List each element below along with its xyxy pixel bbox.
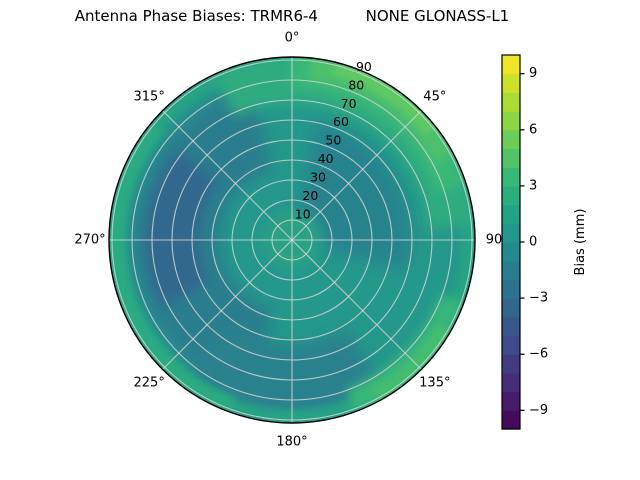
colorbar-segment bbox=[502, 298, 520, 318]
radial-labels: 10 20 30 40 50 60 70 80 90 bbox=[295, 59, 372, 222]
colorbar-segment bbox=[502, 372, 520, 393]
field-region-green-ne-outer-3 bbox=[308, 58, 454, 164]
radial-tick-label: 50 bbox=[325, 133, 341, 148]
colorbar-tick-label: 9 bbox=[529, 66, 537, 81]
colorbar-segment bbox=[502, 335, 520, 355]
grid-ray bbox=[291, 110, 422, 241]
colorbar-segment bbox=[502, 111, 520, 131]
field-region-green-ne-outer-4 bbox=[333, 62, 437, 136]
azimuth-label: 135° bbox=[419, 375, 450, 390]
radial-tick-label: 70 bbox=[341, 96, 357, 111]
azimuth-label: 225° bbox=[134, 375, 165, 390]
radial-tick-label: 90 bbox=[356, 59, 372, 74]
colorbar-segment bbox=[502, 55, 520, 75]
colorbar bbox=[501, 54, 521, 430]
colorbar-segment bbox=[502, 185, 520, 206]
radial-tick-label: 20 bbox=[302, 188, 318, 203]
colorbar-segment bbox=[502, 223, 520, 243]
colorbar-segment bbox=[502, 242, 520, 262]
field-region-dark-patch-ne bbox=[297, 122, 412, 272]
colorbar-segment bbox=[502, 354, 520, 374]
colorbar-tick-label: −6 bbox=[529, 347, 548, 362]
field-region-dark-core-west bbox=[145, 150, 218, 307]
azimuth-label: 180° bbox=[276, 435, 307, 450]
polar-grid bbox=[109, 57, 475, 423]
azimuth-label: 90 bbox=[486, 233, 503, 248]
colorbar-ticks: 9 6 3 0 −3 −6 −9 bbox=[520, 66, 548, 418]
field-region-green-left-edge bbox=[109, 122, 235, 412]
radial-tick-label: 10 bbox=[295, 207, 311, 222]
polar-border bbox=[108, 56, 476, 424]
colorbar-segment bbox=[502, 129, 520, 150]
colorbar-segment bbox=[502, 260, 520, 280]
radial-tick-label: 80 bbox=[348, 77, 364, 92]
azimuth-label: 315° bbox=[134, 90, 165, 105]
colorbar-segment bbox=[502, 204, 520, 224]
colorbar-segment bbox=[502, 316, 520, 337]
colorbar-tick-label: −3 bbox=[529, 291, 548, 306]
azimuth-label: 0° bbox=[285, 31, 300, 46]
colorbar-tick-label: 6 bbox=[529, 122, 537, 137]
chart-title: Antenna Phase Biases: TRMR6-4 NONE GLONA… bbox=[74, 7, 510, 25]
azimuth-label: 45° bbox=[423, 90, 446, 105]
colorbar-tick-label: 3 bbox=[529, 178, 537, 193]
grid-ray bbox=[162, 110, 293, 241]
colorbar-tick-label: 0 bbox=[529, 235, 537, 250]
colorbar-segment bbox=[502, 391, 520, 411]
colorbar-segment bbox=[502, 92, 520, 112]
grid-ray bbox=[162, 239, 293, 370]
colorbar-segment bbox=[502, 73, 520, 93]
radial-tick-label: 40 bbox=[318, 151, 334, 166]
radial-tick-label: 30 bbox=[310, 170, 326, 185]
colorbar-axis-label: Bias (mm) bbox=[573, 209, 588, 276]
grid-ray bbox=[291, 239, 422, 370]
colorbar-segment bbox=[502, 279, 520, 299]
colorbar-tick-label: −9 bbox=[529, 403, 548, 418]
field-region-green-ne-outer-2 bbox=[292, 57, 467, 194]
azimuth-labels: 0° 45° 90 135° 180° 225° 270° 315° bbox=[74, 31, 502, 450]
colorbar-segment bbox=[502, 410, 520, 430]
colorbar-segment bbox=[502, 148, 520, 168]
colorbar-segment bbox=[502, 167, 520, 187]
azimuth-label: 270° bbox=[74, 233, 105, 248]
radial-tick-label: 60 bbox=[333, 114, 349, 129]
field-region-green-se-outer-2 bbox=[370, 324, 451, 402]
